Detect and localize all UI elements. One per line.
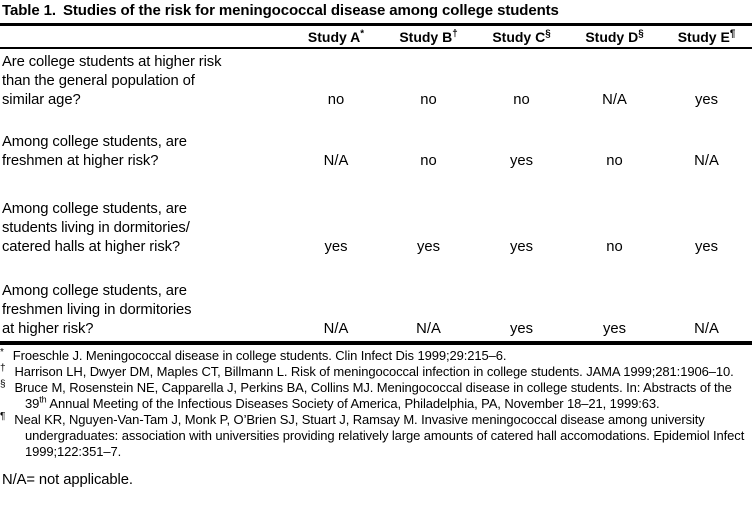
question-cell: Among college students, are freshmen liv…	[0, 281, 290, 343]
footnote-marker: †	[452, 28, 458, 40]
footnote-superscript: th	[39, 394, 47, 405]
answer-cell: yes	[509, 239, 534, 255]
column-header-label: Study B	[399, 29, 453, 45]
answer-cell: N/A	[323, 153, 349, 169]
question-cell: Are college students at higher risk than…	[0, 48, 290, 132]
answer-cell: N/A	[602, 92, 627, 108]
question-line: at higher risk?	[2, 321, 94, 337]
answer-cell: no	[420, 153, 437, 169]
question-cell: Among college students, are students liv…	[0, 199, 290, 281]
column-header-study-e: Study E¶	[661, 26, 752, 49]
studies-table: Study A* Study B† Study C§ Study D§ Stud…	[0, 26, 752, 345]
answer-cell: no	[606, 153, 623, 169]
question-line: Among college students, are	[2, 134, 187, 150]
answer-cell: no	[327, 92, 345, 108]
answer-cell: yes	[694, 239, 719, 255]
question-column-header	[0, 26, 290, 49]
question-cell: Among college students, are freshmen at …	[0, 132, 290, 199]
answer-cell: yes	[509, 321, 534, 337]
footnote-marker: ¶	[729, 28, 736, 40]
na-legend: N/A= not applicable.	[2, 472, 133, 488]
column-header-label: Study C	[492, 29, 546, 45]
question-line: than the general population of	[2, 73, 195, 89]
footnote-marker: §	[545, 28, 551, 40]
column-header-label: Study E	[677, 29, 730, 45]
question-line: freshmen living in dormitories	[2, 302, 192, 318]
question-line: students living in dormitories/	[2, 220, 190, 236]
footnote-text: Harrison LH, Dwyer DM, Maples CT, Billma…	[14, 364, 734, 379]
footnote-marker: §	[0, 378, 6, 390]
footnote-text: Annual Meeting of the Infectious Disease…	[46, 396, 660, 411]
table-row: Are college students at higher risk than…	[0, 48, 752, 132]
column-header-study-d: Study D§	[568, 26, 661, 49]
footnote-text: Bruce M, Rosenstein NE, Capparella J, Pe…	[14, 380, 732, 411]
footnote-c: § Bruce M, Rosenstein NE, Capparella J, P…	[0, 378, 752, 412]
title-divider	[0, 23, 752, 26]
table-row: Among college students, are freshmen at …	[0, 132, 752, 199]
table-row: Among college students, are freshmen liv…	[0, 281, 752, 343]
table-number-label: Table 1.	[2, 2, 56, 19]
footnote-marker: *	[0, 346, 4, 358]
footnote-b: † Harrison LH, Dwyer DM, Maples CT, Billm…	[0, 362, 752, 380]
table-caption: Studies of the risk for meningococcal di…	[62, 2, 559, 19]
answer-cell: N/A	[416, 321, 441, 337]
footnote-text: Neal KR, Nguyen-Van-Tam J, Monk P, O’Bri…	[14, 412, 745, 459]
table-title: Table 1. Studies of the risk for meningoc…	[0, 0, 752, 23]
answer-cell: yes	[602, 321, 627, 337]
answer-cell: N/A	[694, 153, 719, 169]
footnote-marker: §	[638, 28, 644, 40]
question-line: Among college students, are	[2, 283, 187, 299]
answer-cell: yes	[509, 153, 534, 169]
answer-cell: yes	[416, 239, 441, 255]
footnote-marker: ¶	[0, 410, 6, 422]
table-row: Among college students, are students liv…	[0, 199, 752, 281]
answer-cell: N/A	[323, 321, 349, 337]
header-row: Study A* Study B† Study C§ Study D§ Stud…	[0, 26, 752, 49]
footnote-marker: †	[0, 362, 6, 374]
answer-cell: yes	[694, 92, 719, 108]
footnote-a: * Froeschle J. Meningococcal disease in c…	[0, 346, 752, 364]
column-header-study-a: Study A*	[290, 26, 382, 49]
column-header-label: Study A	[307, 29, 361, 45]
answer-cell: N/A	[694, 321, 719, 337]
footnote-marker: *	[360, 28, 365, 40]
footnote-text: Froeschle J. Meningococcal disease in co…	[12, 348, 507, 363]
column-header-label: Study D	[585, 29, 639, 45]
answer-cell: no	[606, 239, 623, 255]
question-line: freshmen at higher risk?	[2, 153, 159, 169]
answer-cell: no	[513, 92, 530, 108]
footnote-d: ¶ Neal KR, Nguyen-Van-Tam J, Monk P, O’Br…	[0, 410, 752, 460]
question-line: Are college students at higher risk	[2, 54, 222, 70]
question-line: catered halls at higher risk?	[2, 239, 181, 255]
question-line: Among college students, are	[2, 201, 187, 217]
column-header-study-c: Study C§	[475, 26, 568, 49]
column-header-study-b: Study B†	[382, 26, 475, 49]
answer-cell: no	[420, 92, 437, 108]
question-line: similar age?	[2, 92, 81, 108]
answer-cell: yes	[324, 239, 348, 255]
footnotes-section: * Froeschle J. Meningococcal disease in c…	[0, 345, 752, 460]
